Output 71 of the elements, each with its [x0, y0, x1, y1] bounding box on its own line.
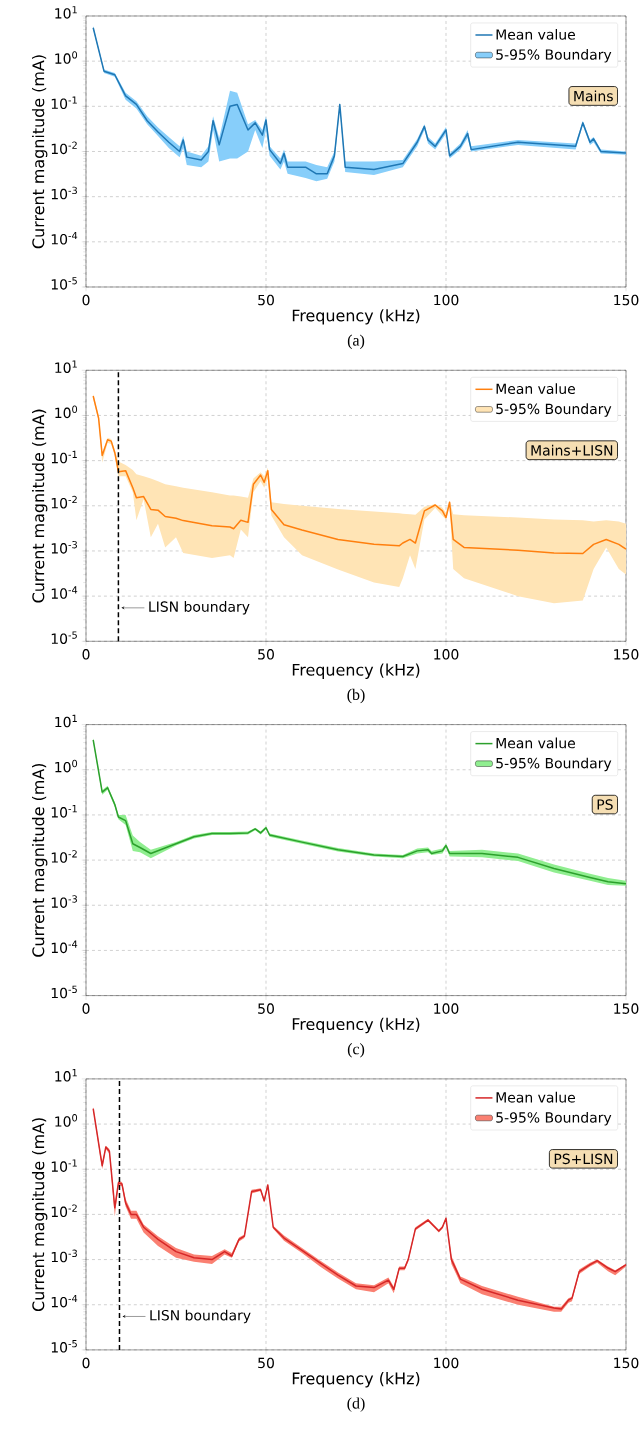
y-tick-label: 10$^{0}$: [55, 405, 78, 419]
y-tick-label: 10$^{-4}$: [51, 940, 78, 954]
y-axis-title: Current magnitude (mA): [31, 55, 48, 249]
legend-label: 5-95% Boundary: [496, 757, 612, 772]
x-tick-label: 50: [258, 649, 274, 660]
y-tick-label: 10$^{-4}$: [51, 1294, 78, 1308]
y-axis-title: Current magnitude (mA): [31, 409, 48, 603]
text: (b): [347, 688, 365, 704]
y-tick-label: 10$^{1}$: [55, 6, 77, 19]
y-axis-title: Current magnitude (mA): [31, 763, 48, 957]
y-tick-label: 10$^{1}$: [55, 360, 77, 373]
x-tick-label: 0: [82, 1357, 90, 1369]
y-tick-label: 10$^{-2}$: [51, 850, 77, 863]
legend-label: Mean value: [496, 28, 575, 40]
y-tick-label: 10$^{-2}$: [51, 1204, 77, 1218]
y-tick-label: 10$^{-3}$: [51, 541, 77, 554]
y-tick-label: 10$^{1}$: [55, 1069, 77, 1082]
y-tick-label: 10$^{-4}$: [51, 231, 78, 245]
y-tick-label: 10$^{0}$: [55, 1114, 78, 1127]
x-tick-label: 0: [82, 649, 90, 660]
x-axis-title: Frequency (kHz): [292, 1017, 420, 1034]
y-tick-label: 10$^{-1}$: [51, 96, 77, 110]
y-tick-label: 10$^{0}$: [55, 759, 78, 773]
ref-line-label: LISN boundary: [149, 601, 250, 615]
annotation: PS: [597, 799, 613, 810]
legend-label: 5-95% Boundary: [496, 403, 612, 417]
y-tick-label: 10$^{-3}$: [51, 1249, 77, 1263]
x-tick-label: 150: [614, 649, 639, 660]
legend-label: Mean value: [496, 383, 575, 395]
x-axis-title: Frequency (kHz): [292, 309, 420, 325]
legend-label: Mean value: [496, 1091, 575, 1103]
annotation: PS+LISN: [554, 1153, 613, 1165]
y-tick-label: 10$^{-3}$: [51, 895, 77, 908]
y-tick-label: 10$^{-2}$: [51, 141, 77, 155]
x-axis-title: Frequency (kHz): [292, 663, 420, 679]
x-tick-label: 150: [614, 1357, 639, 1369]
x-tick-label: 50: [258, 294, 274, 306]
x-tick-label: 150: [614, 294, 639, 306]
y-axis-title: Current magnitude (mA): [31, 1118, 48, 1312]
annotation: Mains+LISN: [531, 444, 613, 456]
x-tick-label: 100: [434, 1003, 459, 1014]
x-tick-label: 0: [82, 1003, 90, 1014]
y-tick-label: 10$^{-4}$: [51, 586, 78, 599]
y-tick-label: 10$^{-5}$: [51, 631, 77, 644]
x-tick-label: 150: [614, 1003, 639, 1014]
x-axis-title: Frequency (kHz): [292, 1372, 420, 1388]
y-tick-label: 10$^{-1}$: [51, 1159, 77, 1172]
text: (a): [347, 334, 365, 349]
x-tick-label: 100: [434, 1357, 459, 1369]
text: (c): [347, 1043, 365, 1058]
y-tick-label: 10$^{1}$: [55, 714, 77, 728]
line-series: [92, 395, 627, 555]
x-tick-label: 50: [258, 1357, 274, 1369]
y-tick-label: 10$^{-1}$: [51, 450, 77, 464]
x-tick-label: 50: [258, 1003, 274, 1014]
y-tick-label: 10$^{-5}$: [51, 1340, 77, 1353]
annotation: Mains: [574, 90, 613, 102]
ref-line-label: LISN boundary: [150, 1309, 251, 1324]
y-tick-label: 10$^{-1}$: [51, 805, 77, 818]
legend-label: Mean value: [496, 737, 575, 749]
y-tick-label: 10$^{-3}$: [51, 186, 77, 200]
legend-label: 5-95% Boundary: [496, 1111, 612, 1126]
y-tick-label: 10$^{0}$: [55, 51, 78, 64]
text: (d): [347, 1397, 365, 1412]
y-tick-label: 10$^{-2}$: [51, 495, 77, 509]
x-tick-label: 100: [434, 649, 459, 660]
legend-label: 5-95% Boundary: [496, 49, 612, 63]
x-tick-label: 0: [82, 294, 90, 306]
y-tick-label: 10$^{-5}$: [51, 985, 77, 999]
x-tick-label: 100: [434, 294, 459, 306]
y-tick-label: 10$^{-5}$: [51, 277, 77, 290]
